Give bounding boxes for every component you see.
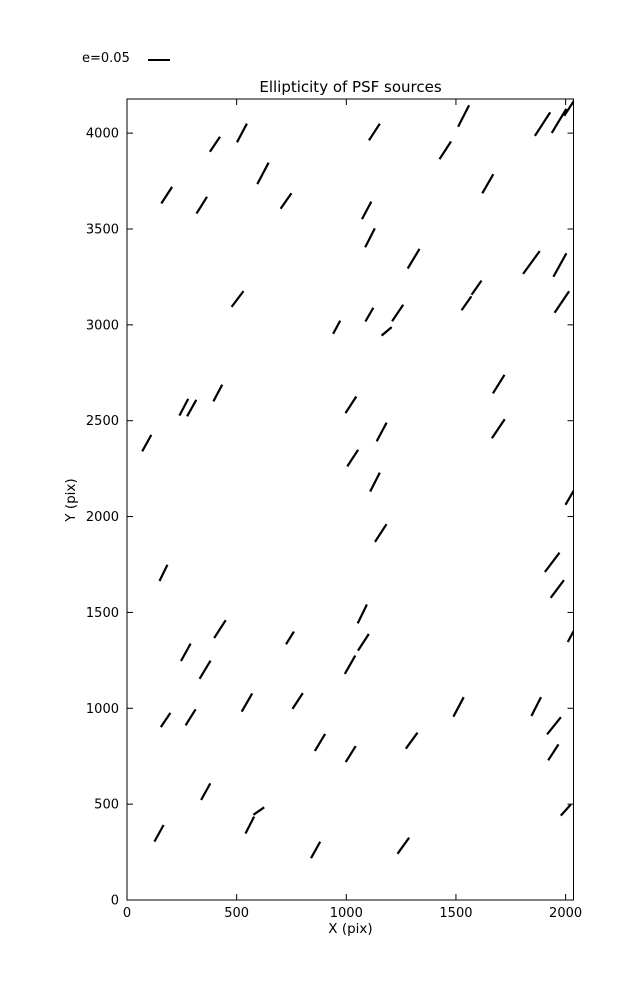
x-tick-label: 1000 [330,906,363,921]
whisker [252,806,265,816]
x-tick-label: 0 [123,906,131,921]
whisker [240,692,254,713]
whisker [549,579,565,599]
y-tick-label: 0 [111,894,119,909]
whisker [361,201,373,220]
whisker [291,692,304,710]
whisker [153,824,165,843]
whisker [279,192,293,210]
y-tick-label: 1000 [86,702,119,717]
whisker [310,841,322,859]
whisker [212,384,224,402]
whisker [141,434,153,452]
whisker [544,552,561,573]
whisker [438,140,452,160]
y-tick-label: 500 [94,798,119,813]
whisker [452,696,465,718]
y-tick-label: 1500 [86,606,119,621]
whisker [159,712,172,728]
x-tick-label: 1500 [439,906,472,921]
whisker [184,708,197,726]
whisker [236,123,248,143]
whisker [256,162,270,185]
whisker [369,472,381,492]
y-tick-label: 3000 [86,318,119,333]
whisker [195,196,208,215]
y-axis-label: Y (pix) [63,478,79,522]
whisker [343,655,357,675]
whisker [313,733,327,752]
whisker [244,816,256,834]
whisker [208,136,221,153]
whisker [566,628,574,643]
scale-legend-label: e=0.05 [82,51,130,66]
whisker [530,696,542,717]
y-tick-label: 2000 [86,510,119,525]
whisker [230,290,245,308]
whisker [481,173,495,194]
scale-bar-line [148,59,170,62]
whisker [563,99,574,117]
whisker [490,418,506,439]
whisker [160,186,174,205]
whisker [564,488,574,506]
whisker [550,108,568,134]
whisker [200,782,212,801]
whisker [186,399,198,417]
whisker [332,320,342,335]
whisker [546,716,562,735]
whisker [547,743,560,761]
whisker [356,604,368,624]
whisker [285,631,295,645]
whisker-group [141,99,574,859]
whisker [158,564,169,582]
x-tick-label: 500 [224,906,249,921]
whisker [460,295,473,311]
x-axis-label: X (pix) [328,921,373,937]
whisker [470,279,483,296]
y-tick-label: 3500 [86,222,119,237]
y-tick-label: 2500 [86,414,119,429]
whisker [357,633,370,652]
whisker [553,290,571,314]
whisker [178,398,190,417]
whisker [380,326,393,337]
whisker [346,449,360,467]
whisker [180,643,192,662]
chart-title: Ellipticity of PSF sources [259,78,442,96]
axes-box [126,98,574,901]
whisker [391,304,405,322]
whisker [406,248,421,270]
whisker [368,123,381,141]
whisker [364,227,376,248]
whisker [457,104,471,128]
whisker [559,803,572,817]
whisker [344,745,357,763]
x-tick-label: 2000 [549,906,582,921]
whisker [364,307,375,323]
whisker [552,252,568,278]
whisker [491,374,506,394]
whisker [533,111,552,137]
whisker [213,619,227,639]
whisker [396,837,410,855]
whisker [404,732,419,750]
whisker [374,523,388,543]
y-tick-label: 4000 [86,127,119,142]
whisker [344,395,358,414]
whisker [198,660,212,680]
whisker [522,250,541,275]
whisker [375,422,388,442]
